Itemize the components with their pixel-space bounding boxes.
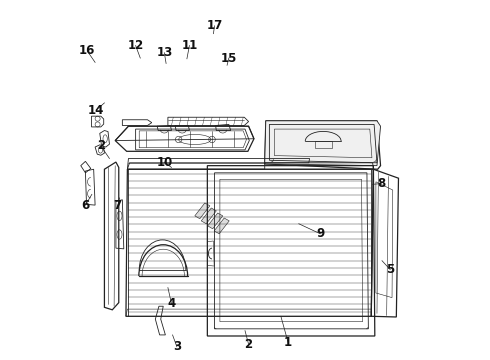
Text: 5: 5: [386, 263, 394, 276]
Polygon shape: [201, 208, 216, 224]
Text: 1: 1: [284, 336, 292, 348]
Text: 9: 9: [316, 227, 324, 240]
Text: 7: 7: [114, 199, 122, 212]
Text: 13: 13: [156, 46, 172, 59]
Text: 15: 15: [220, 51, 237, 64]
Text: 16: 16: [79, 44, 96, 57]
Text: 6: 6: [81, 199, 90, 212]
Text: 17: 17: [206, 19, 222, 32]
Text: 14: 14: [88, 104, 104, 117]
Polygon shape: [208, 213, 223, 229]
Text: 4: 4: [168, 297, 175, 310]
Text: 10: 10: [156, 156, 172, 168]
Text: 2: 2: [245, 338, 253, 351]
Text: 3: 3: [173, 340, 181, 353]
Polygon shape: [265, 121, 381, 166]
Text: 2: 2: [97, 139, 105, 152]
Text: 12: 12: [127, 39, 144, 52]
Text: 8: 8: [377, 177, 386, 190]
Polygon shape: [214, 218, 229, 234]
Polygon shape: [195, 203, 210, 219]
Text: 11: 11: [181, 39, 197, 52]
